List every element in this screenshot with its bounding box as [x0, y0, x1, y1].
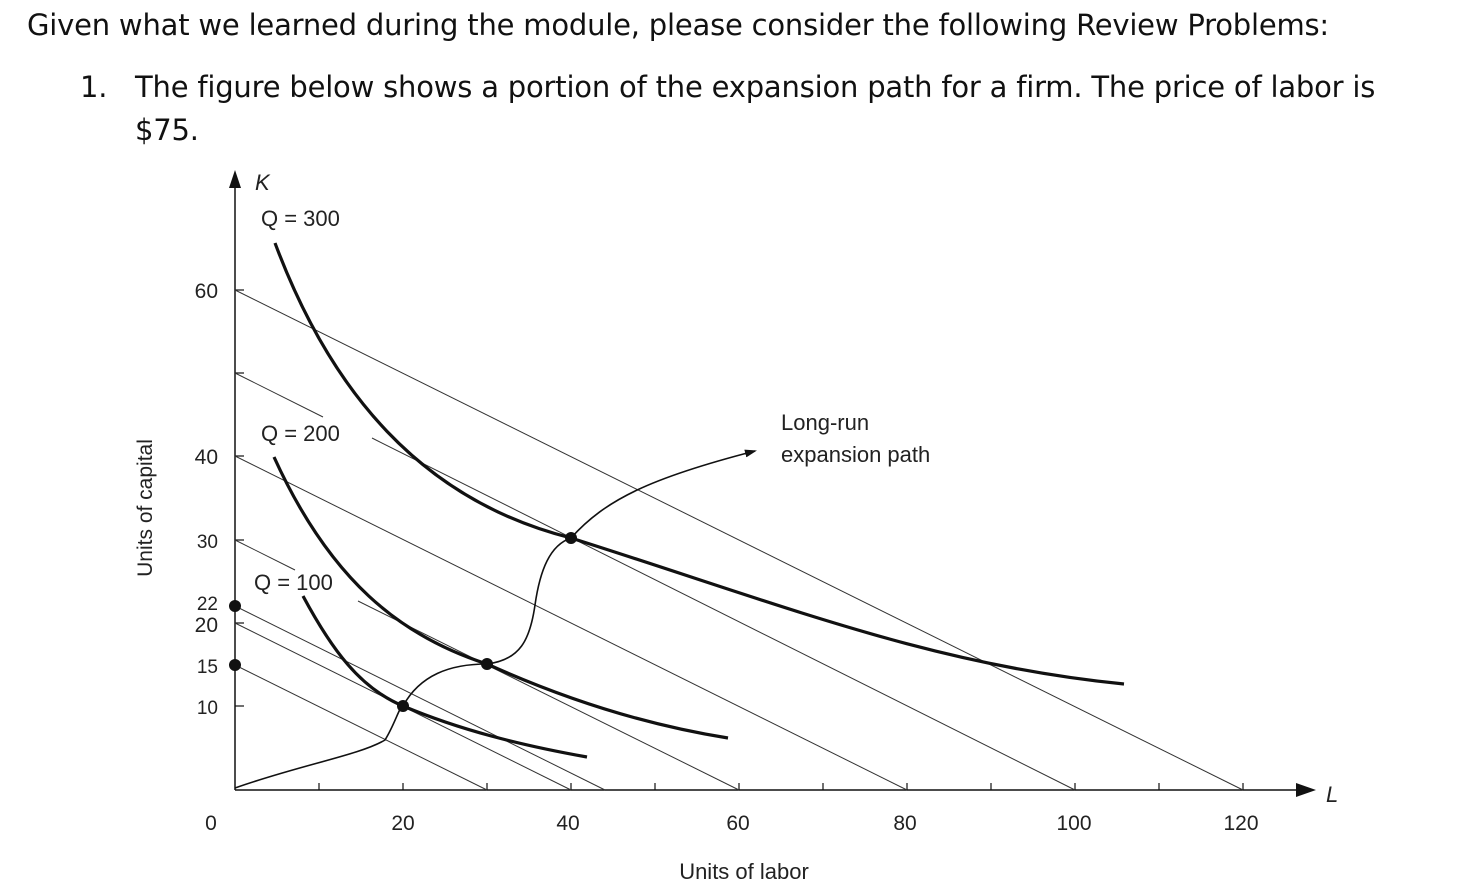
x-tick-20: 20: [391, 812, 414, 835]
x-axis-ticks: [318, 783, 1244, 790]
tangency-point-q100: [397, 700, 409, 712]
isocost-line-30b: [357, 600, 740, 791]
y-tick-30: 30: [197, 532, 218, 553]
isocost-line-30: [234, 539, 296, 571]
expansion-label-line2: expansion path: [781, 442, 930, 467]
problem-text: The figure below shows a portion of the …: [135, 70, 1376, 147]
isoquant-label-q200: Q = 200: [261, 421, 340, 446]
isoquant-label-q300: Q = 300: [261, 206, 340, 231]
axis-point-22: [229, 600, 241, 612]
isocost-line-22: [234, 605, 606, 791]
isoquant-q200: [272, 456, 729, 740]
y-axis-arrow: [229, 170, 241, 188]
tangency-point-q200: [481, 658, 493, 670]
x-axis-symbol: L: [1326, 782, 1338, 807]
isocost-lines: [234, 289, 1244, 791]
isocost-line-60: [234, 289, 1244, 791]
isocost-line-40: [234, 455, 908, 791]
x-tick-60: 60: [726, 812, 749, 835]
isoquant-q100: [301, 595, 588, 759]
expansion-label-line1: Long-run: [781, 410, 869, 435]
problem-number: 1.: [80, 70, 108, 104]
y-tick-60: 60: [195, 280, 218, 303]
tangency-point-q300: [565, 532, 577, 544]
x-tick-80: 80: [893, 812, 916, 835]
y-axis-ticks: [235, 289, 244, 707]
intro-text: Given what we learned during the module,…: [27, 8, 1330, 42]
y-tick-10: 10: [197, 698, 218, 719]
isoquant-label-q100: Q = 100: [254, 570, 333, 595]
x-tick-120: 120: [1223, 812, 1258, 835]
x-tick-40: 40: [556, 812, 579, 835]
isocost-line-15: [234, 664, 488, 791]
y-tick-40: 40: [195, 446, 218, 469]
y-tick-20: 20: [195, 614, 218, 637]
x-axis-arrow: [1296, 783, 1316, 797]
isocost-line-50: [234, 372, 324, 418]
isocost-line-50b: [371, 437, 1076, 791]
y-tick-15: 15: [197, 657, 218, 678]
y-tick-22: 22: [197, 594, 218, 615]
y-axis-symbol: K: [255, 170, 271, 195]
x-tick-100: 100: [1056, 812, 1091, 835]
origin-label: 0: [205, 812, 217, 835]
isoquant-q300: [273, 242, 1125, 686]
y-axis-label: Units of capital: [134, 439, 157, 577]
x-axis-label: Units of labor: [679, 859, 809, 884]
axis-point-15: [229, 659, 241, 671]
